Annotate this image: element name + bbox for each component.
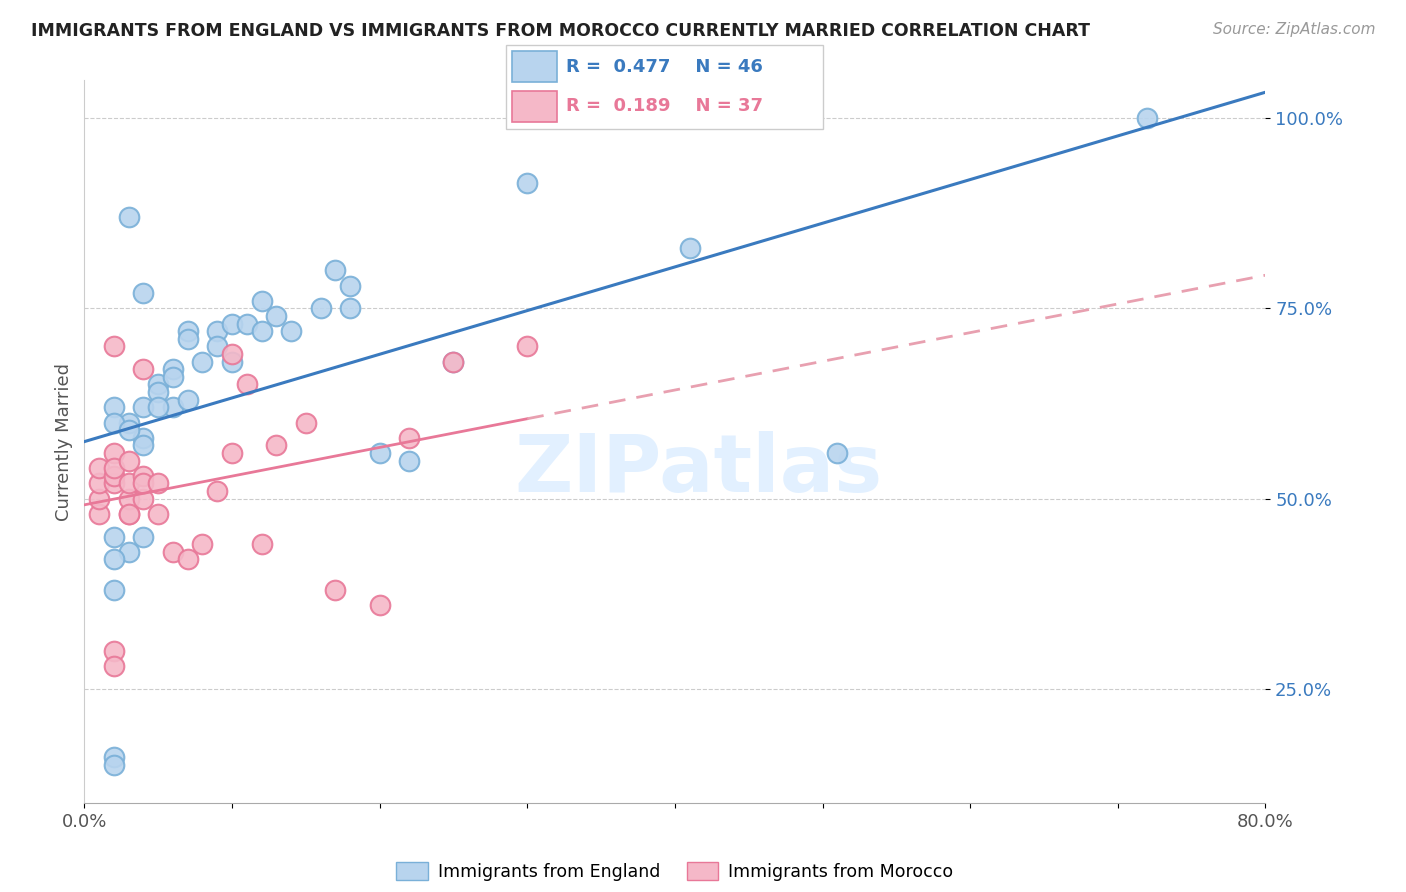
Point bbox=[118, 416, 141, 430]
Point bbox=[118, 507, 141, 521]
Point bbox=[103, 339, 125, 353]
Point bbox=[103, 757, 125, 772]
Point bbox=[368, 598, 391, 612]
Point bbox=[132, 491, 155, 506]
Point bbox=[191, 537, 214, 551]
Point bbox=[103, 659, 125, 673]
Point bbox=[132, 530, 155, 544]
Point bbox=[250, 537, 273, 551]
Point bbox=[132, 468, 155, 483]
FancyBboxPatch shape bbox=[512, 91, 557, 121]
Text: R =  0.477    N = 46: R = 0.477 N = 46 bbox=[567, 58, 763, 76]
Point bbox=[148, 507, 170, 521]
Point bbox=[103, 401, 125, 415]
Point bbox=[132, 431, 155, 445]
Point bbox=[103, 552, 125, 566]
Point bbox=[103, 468, 125, 483]
Point bbox=[221, 354, 243, 368]
Point bbox=[118, 423, 141, 437]
Text: R =  0.189    N = 37: R = 0.189 N = 37 bbox=[567, 97, 763, 115]
Point bbox=[177, 324, 200, 338]
Point bbox=[325, 263, 347, 277]
Point bbox=[132, 286, 155, 301]
Point bbox=[266, 438, 288, 452]
Point bbox=[148, 377, 170, 392]
Point bbox=[325, 582, 347, 597]
Point bbox=[132, 401, 155, 415]
Point bbox=[339, 301, 361, 316]
Point bbox=[398, 453, 420, 467]
Point bbox=[118, 476, 141, 491]
Point bbox=[103, 461, 125, 475]
Point bbox=[148, 476, 170, 491]
Point bbox=[443, 354, 465, 368]
Text: IMMIGRANTS FROM ENGLAND VS IMMIGRANTS FROM MOROCCO CURRENTLY MARRIED CORRELATION: IMMIGRANTS FROM ENGLAND VS IMMIGRANTS FR… bbox=[31, 22, 1090, 40]
Point bbox=[103, 530, 125, 544]
Point bbox=[87, 476, 111, 491]
Point bbox=[177, 332, 200, 346]
Point bbox=[516, 339, 538, 353]
Point bbox=[103, 582, 125, 597]
Point bbox=[280, 324, 302, 338]
Point bbox=[103, 643, 125, 657]
Point bbox=[118, 210, 141, 224]
Point bbox=[368, 446, 391, 460]
Point bbox=[118, 453, 141, 467]
Point bbox=[1136, 112, 1159, 126]
Point bbox=[266, 309, 288, 323]
Point bbox=[118, 507, 141, 521]
Point bbox=[132, 438, 155, 452]
Point bbox=[339, 278, 361, 293]
Point bbox=[207, 339, 229, 353]
Point bbox=[236, 377, 259, 392]
Point bbox=[148, 401, 170, 415]
Point bbox=[87, 507, 111, 521]
Point bbox=[516, 176, 538, 190]
Text: ZIPatlas: ZIPatlas bbox=[515, 432, 883, 509]
Point bbox=[827, 446, 849, 460]
Point bbox=[132, 362, 155, 376]
Point bbox=[443, 354, 465, 368]
Point bbox=[103, 476, 125, 491]
Point bbox=[118, 491, 141, 506]
Point bbox=[162, 362, 184, 376]
Point bbox=[191, 354, 214, 368]
Point bbox=[398, 431, 420, 445]
Point bbox=[221, 317, 243, 331]
Point bbox=[162, 370, 184, 384]
Point bbox=[103, 416, 125, 430]
Point bbox=[87, 491, 111, 506]
Point bbox=[250, 324, 273, 338]
Point bbox=[177, 552, 200, 566]
Point bbox=[148, 385, 170, 400]
Point bbox=[118, 545, 141, 559]
Point bbox=[236, 317, 259, 331]
Point bbox=[679, 241, 702, 255]
FancyBboxPatch shape bbox=[506, 45, 823, 129]
Point bbox=[295, 416, 318, 430]
FancyBboxPatch shape bbox=[512, 52, 557, 82]
Point bbox=[103, 750, 125, 764]
Point bbox=[221, 446, 243, 460]
Text: Source: ZipAtlas.com: Source: ZipAtlas.com bbox=[1212, 22, 1375, 37]
Point bbox=[132, 476, 155, 491]
Point bbox=[103, 446, 125, 460]
Point bbox=[207, 483, 229, 498]
Point bbox=[87, 461, 111, 475]
Point bbox=[250, 293, 273, 308]
Point bbox=[162, 401, 184, 415]
Point bbox=[177, 392, 200, 407]
Point bbox=[221, 347, 243, 361]
Y-axis label: Currently Married: Currently Married bbox=[55, 362, 73, 521]
Legend: Immigrants from England, Immigrants from Morocco: Immigrants from England, Immigrants from… bbox=[389, 855, 960, 888]
Point bbox=[162, 545, 184, 559]
Point bbox=[309, 301, 332, 316]
Point bbox=[207, 324, 229, 338]
